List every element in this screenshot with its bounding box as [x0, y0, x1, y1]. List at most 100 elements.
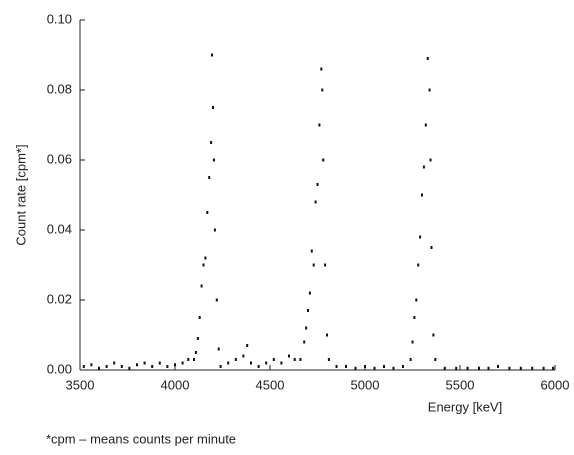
data-point — [430, 246, 433, 249]
data-point — [166, 365, 169, 368]
data-point — [250, 361, 252, 365]
data-point — [215, 298, 218, 302]
data-point — [288, 354, 290, 358]
data-point — [552, 366, 555, 370]
data-point — [143, 361, 146, 365]
data-point — [519, 366, 522, 370]
data-point — [443, 366, 446, 370]
data-point — [531, 366, 534, 370]
y-tick-label: 0.08 — [47, 81, 72, 96]
data-point — [422, 165, 425, 169]
data-point — [151, 365, 154, 368]
x-tick-label: 5000 — [351, 377, 380, 392]
data-point — [426, 57, 429, 60]
data-point — [455, 366, 458, 370]
x-tick-label: 6000 — [541, 377, 570, 392]
y-tick-label: 0.02 — [47, 291, 72, 306]
data-point — [335, 365, 338, 368]
data-point — [307, 309, 309, 312]
data-point — [419, 235, 422, 239]
data-point — [312, 263, 315, 267]
data-point — [208, 176, 211, 179]
data-point — [326, 333, 328, 337]
data-point — [98, 366, 100, 370]
data-point — [373, 366, 376, 370]
data-point — [409, 358, 412, 361]
data-point — [314, 200, 317, 204]
data-point — [202, 263, 205, 267]
data-point — [487, 366, 490, 370]
data-point — [217, 347, 220, 351]
x-tick-label: 5500 — [446, 377, 475, 392]
data-point — [210, 141, 213, 144]
data-point — [305, 326, 308, 330]
data-point — [200, 284, 203, 288]
data-point — [466, 366, 469, 370]
data-point — [211, 53, 214, 57]
data-point — [316, 183, 319, 186]
data-point — [105, 365, 108, 368]
data-point — [234, 358, 237, 361]
data-point — [508, 366, 511, 370]
data-point — [421, 193, 423, 197]
data-point — [411, 340, 414, 344]
data-point — [193, 358, 195, 361]
data-point — [113, 361, 116, 365]
data-point — [322, 158, 325, 162]
data-point — [308, 291, 311, 295]
data-point — [321, 88, 324, 92]
data-point — [187, 358, 190, 361]
data-point — [383, 365, 385, 368]
y-tick-label: 0.00 — [47, 361, 72, 376]
data-point — [432, 333, 435, 337]
data-point — [415, 298, 418, 302]
data-point — [303, 340, 306, 344]
data-point — [265, 361, 268, 365]
data-point — [413, 316, 416, 319]
data-point — [242, 354, 245, 358]
data-point — [542, 366, 545, 370]
data-point — [181, 361, 184, 365]
x-tick-label: 4500 — [256, 377, 285, 392]
y-tick-label: 0.06 — [47, 151, 72, 166]
data-point — [90, 363, 93, 367]
data-point — [128, 366, 131, 370]
data-point — [213, 228, 216, 232]
data-point — [354, 366, 357, 370]
data-point — [120, 365, 123, 368]
data-point — [310, 249, 313, 253]
data-point — [257, 365, 260, 368]
footnote: *cpm – means counts per minute — [46, 431, 236, 446]
data-point — [324, 263, 327, 267]
data-point — [417, 263, 420, 267]
data-point — [219, 365, 222, 368]
data-point — [272, 358, 275, 361]
data-point — [424, 123, 427, 127]
data-point — [392, 366, 395, 370]
data-point — [212, 158, 215, 162]
y-tick-label: 0.10 — [47, 11, 72, 26]
y-axis-label: Count rate [cpm*] — [13, 144, 28, 245]
data-point — [212, 106, 214, 109]
data-point — [299, 358, 302, 361]
data-point — [364, 365, 366, 368]
data-point — [174, 363, 176, 367]
data-point — [82, 365, 85, 368]
data-point — [280, 361, 283, 365]
data-point — [293, 358, 296, 361]
data-point — [428, 88, 431, 92]
data-point — [402, 365, 404, 368]
data-point — [429, 158, 432, 162]
data-point — [194, 351, 197, 354]
data-point — [497, 365, 499, 368]
data-point — [227, 361, 230, 365]
x-tick-label: 4000 — [161, 377, 190, 392]
data-point — [196, 337, 199, 340]
data-point — [327, 358, 330, 361]
data-point — [246, 344, 249, 347]
data-point — [136, 363, 138, 367]
x-axis-label: Energy [keV] — [428, 399, 502, 414]
data-point — [345, 365, 347, 368]
data-point — [478, 366, 480, 370]
